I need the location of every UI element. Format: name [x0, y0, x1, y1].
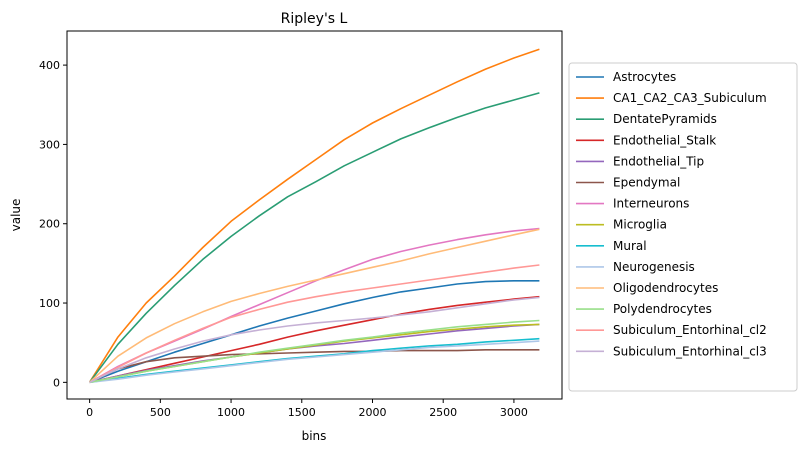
x-tick-label-6: 3000 [500, 406, 528, 419]
series-line-1 [88, 48, 540, 383]
legend-label-4: Endothelial_Tip [613, 154, 704, 168]
series-line-3 [89, 295, 540, 384]
x-tick-label-3: 1500 [288, 406, 316, 419]
series-line-5 [89, 349, 540, 384]
series-line-2 [88, 92, 540, 383]
y-tick-label-2: 200 [39, 218, 60, 231]
x-axis: 0 500 1000 1500 2000 2500 3000 [86, 399, 528, 419]
x-tick-label-1: 500 [150, 406, 171, 419]
legend-label-3: Endothelial_Stalk [613, 133, 716, 147]
x-tick-label-0: 0 [86, 406, 93, 419]
y-tick-label-0: 0 [53, 376, 60, 389]
x-axis-label: bins [302, 429, 327, 443]
series-line-10 [89, 228, 540, 383]
legend-label-1: CA1_CA2_CA3_Subiculum [613, 91, 767, 105]
legend-label-10: Oligodendrocytes [613, 281, 718, 295]
plot-frame [66, 30, 563, 400]
y-tick-label-4: 400 [39, 59, 60, 72]
y-axis-label: value [9, 199, 23, 232]
y-tick-label-3: 300 [39, 138, 60, 151]
legend-label-0: Astrocytes [613, 70, 676, 84]
legend-label-2: DentatePyramids [613, 112, 717, 126]
chart-title: Ripley's L [281, 11, 348, 27]
series-line-0 [89, 280, 540, 384]
legend-label-13: Subiculum_Entorhinal_cl3 [613, 344, 767, 358]
legend-label-7: Microglia [613, 218, 667, 232]
legend-label-5: Ependymal [613, 176, 680, 190]
plot-series [88, 48, 540, 384]
x-tick-label-2: 1000 [217, 406, 245, 419]
series-line-11 [89, 319, 540, 384]
y-tick-label-1: 100 [39, 297, 60, 310]
y-axis: 0 100 200 300 400 [39, 59, 67, 389]
x-tick-label-5: 2500 [429, 406, 457, 419]
legend-label-11: Polydendrocytes [613, 302, 712, 316]
legend-label-9: Neurogenesis [613, 260, 695, 274]
legend-label-12: Subiculum_Entorhinal_cl2 [613, 323, 767, 337]
series-line-9 [89, 340, 540, 384]
legend-box [568, 62, 798, 392]
series-line-13 [89, 296, 540, 384]
series-line-12 [89, 264, 540, 384]
legend: Astrocytes CA1_CA2_CA3_Subiculum DentatePy… [568, 62, 798, 392]
legend-label-6: Interneurons [613, 197, 689, 211]
legend-label-8: Mural [613, 239, 647, 253]
x-tick-label-4: 2000 [358, 406, 386, 419]
